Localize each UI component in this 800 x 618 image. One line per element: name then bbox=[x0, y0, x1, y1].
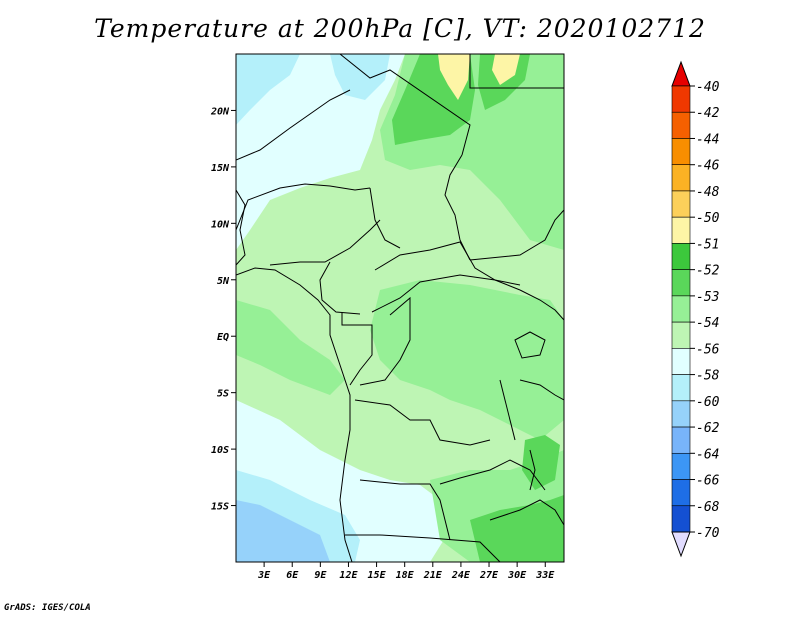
lon-tick-label: 18E bbox=[396, 570, 415, 581]
warm-band-central bbox=[370, 280, 564, 440]
colorbar-segment bbox=[671, 426, 691, 454]
colorbar-segment bbox=[671, 138, 691, 166]
lon-tick-label: 33E bbox=[535, 570, 555, 581]
lat-tick-label: 5S bbox=[217, 389, 229, 400]
border-angola-south bbox=[359, 479, 451, 541]
lon-tick-label: 6E bbox=[286, 570, 299, 581]
border-angola-north bbox=[354, 399, 491, 446]
latitude-axis: 20N 15N 10N 5N EQ 5S 10S 15S bbox=[210, 106, 236, 513]
colorbar-label: -66 bbox=[696, 474, 720, 489]
border-zambia bbox=[439, 459, 546, 491]
lon-tick-label: 12E bbox=[339, 570, 358, 581]
colorbar-label: -40 bbox=[696, 80, 720, 95]
map-frame bbox=[235, 53, 565, 563]
colorbar-segment bbox=[671, 452, 691, 480]
plot-title: Temperature at 200hPa [C], VT: 202010271… bbox=[94, 14, 706, 43]
lake-malawi bbox=[529, 449, 536, 491]
colorbar: -40 -42 -44 -46 -48 -50 -51 -52 -53 -54 -56 -58 -60 -… bbox=[671, 60, 720, 558]
lon-tick-label: 27E bbox=[479, 570, 499, 581]
lat-tick-label: EQ bbox=[217, 332, 229, 343]
cold-region-northwest bbox=[236, 54, 405, 250]
lon-tick-label: 9E bbox=[314, 570, 327, 581]
border-mozambique bbox=[489, 499, 564, 526]
warm-band-west bbox=[236, 300, 345, 395]
border-east-africa bbox=[519, 289, 564, 321]
colorbar-segment bbox=[671, 348, 691, 375]
colorbar-label: -58 bbox=[696, 369, 720, 384]
colorbar-label: -56 bbox=[696, 342, 720, 357]
border-cameroon bbox=[319, 261, 361, 315]
border-nigeria bbox=[269, 219, 381, 266]
border-chad-sudan bbox=[444, 154, 471, 261]
colorbar-segment bbox=[671, 164, 691, 192]
lat-tick-label: 10S bbox=[211, 445, 229, 456]
colorbar-segment bbox=[671, 85, 691, 113]
colorbar-label: -70 bbox=[696, 526, 720, 541]
cold-patch-north bbox=[330, 54, 390, 100]
warmest-northeast bbox=[492, 54, 520, 85]
coastline-west bbox=[236, 189, 246, 266]
border-namibia bbox=[345, 534, 501, 562]
lat-tick-label: 10N bbox=[211, 219, 230, 230]
colorbar-segment bbox=[671, 479, 691, 507]
border-tanzania bbox=[519, 379, 564, 401]
warm-core-east bbox=[522, 435, 560, 490]
colorbar-segment bbox=[671, 111, 691, 139]
colorbar-segment bbox=[671, 505, 691, 533]
colorbar-label: -50 bbox=[696, 211, 720, 226]
colorbar-label: -53 bbox=[696, 290, 719, 305]
lon-tick-label: 3E bbox=[257, 570, 271, 581]
lon-tick-label: 15E bbox=[368, 570, 387, 581]
colorbar-label: -51 bbox=[696, 237, 719, 252]
border-sudan-east bbox=[469, 209, 564, 261]
border-egypt bbox=[469, 54, 564, 89]
warm-core-southeast bbox=[470, 495, 564, 562]
lon-tick-label: 24E bbox=[451, 570, 471, 581]
coastline-gulf-guinea bbox=[236, 267, 353, 562]
colorbar-label: -46 bbox=[696, 159, 720, 174]
border-congo bbox=[341, 312, 373, 386]
cold-deep-southwest bbox=[236, 500, 330, 562]
colorbar-label: -42 bbox=[696, 106, 720, 121]
colorbar-segment bbox=[671, 400, 691, 428]
colorbar-segment bbox=[671, 190, 691, 218]
colorbar-label: -60 bbox=[696, 395, 720, 410]
temperature-field bbox=[236, 54, 564, 562]
colorbar-label: -68 bbox=[696, 500, 720, 515]
colorbar-label: -64 bbox=[696, 447, 719, 462]
lake-victoria bbox=[514, 331, 546, 359]
lat-tick-label: 15N bbox=[211, 163, 230, 174]
lon-tick-label: 30E bbox=[507, 570, 527, 581]
colorbar-label: -62 bbox=[696, 421, 720, 436]
colorbar-label: -54 bbox=[696, 316, 719, 331]
colorbar-segment bbox=[671, 216, 691, 244]
lat-tick-label: 5N bbox=[217, 276, 230, 287]
cold-core-northwest bbox=[236, 54, 300, 125]
lake-tanganyika bbox=[499, 379, 516, 441]
border-sahel-west bbox=[236, 89, 351, 161]
colorbar-label: -48 bbox=[696, 185, 720, 200]
colorbar-label: -52 bbox=[696, 264, 720, 279]
border-niger-chad bbox=[369, 187, 401, 249]
colorbar-segment bbox=[671, 374, 691, 402]
border-mali-niger bbox=[236, 183, 371, 231]
lat-tick-label: 15S bbox=[211, 502, 229, 513]
credit-text: GrADS: IGES/COLA bbox=[4, 603, 91, 613]
colorbar-segment bbox=[671, 269, 691, 297]
colorbar-bottom-arrow bbox=[671, 531, 691, 558]
warmest-north bbox=[438, 54, 470, 100]
border-drc-north bbox=[371, 274, 521, 313]
country-borders bbox=[236, 54, 564, 562]
colorbar-top-arrow bbox=[671, 60, 691, 87]
lon-tick-label: 21E bbox=[423, 570, 443, 581]
border-drc-west bbox=[359, 296, 411, 386]
colorbar-segment bbox=[671, 295, 691, 323]
colorbar-segment bbox=[671, 243, 691, 270]
colorbar-segment bbox=[671, 321, 691, 349]
longitude-axis: 3E 6E 9E 12E 15E 18E 21E 24E 27E 30E 33E bbox=[257, 562, 555, 581]
border-algeria-libya bbox=[339, 54, 471, 156]
lat-tick-label: 20N bbox=[210, 106, 230, 117]
colorbar-label: -44 bbox=[696, 132, 719, 147]
